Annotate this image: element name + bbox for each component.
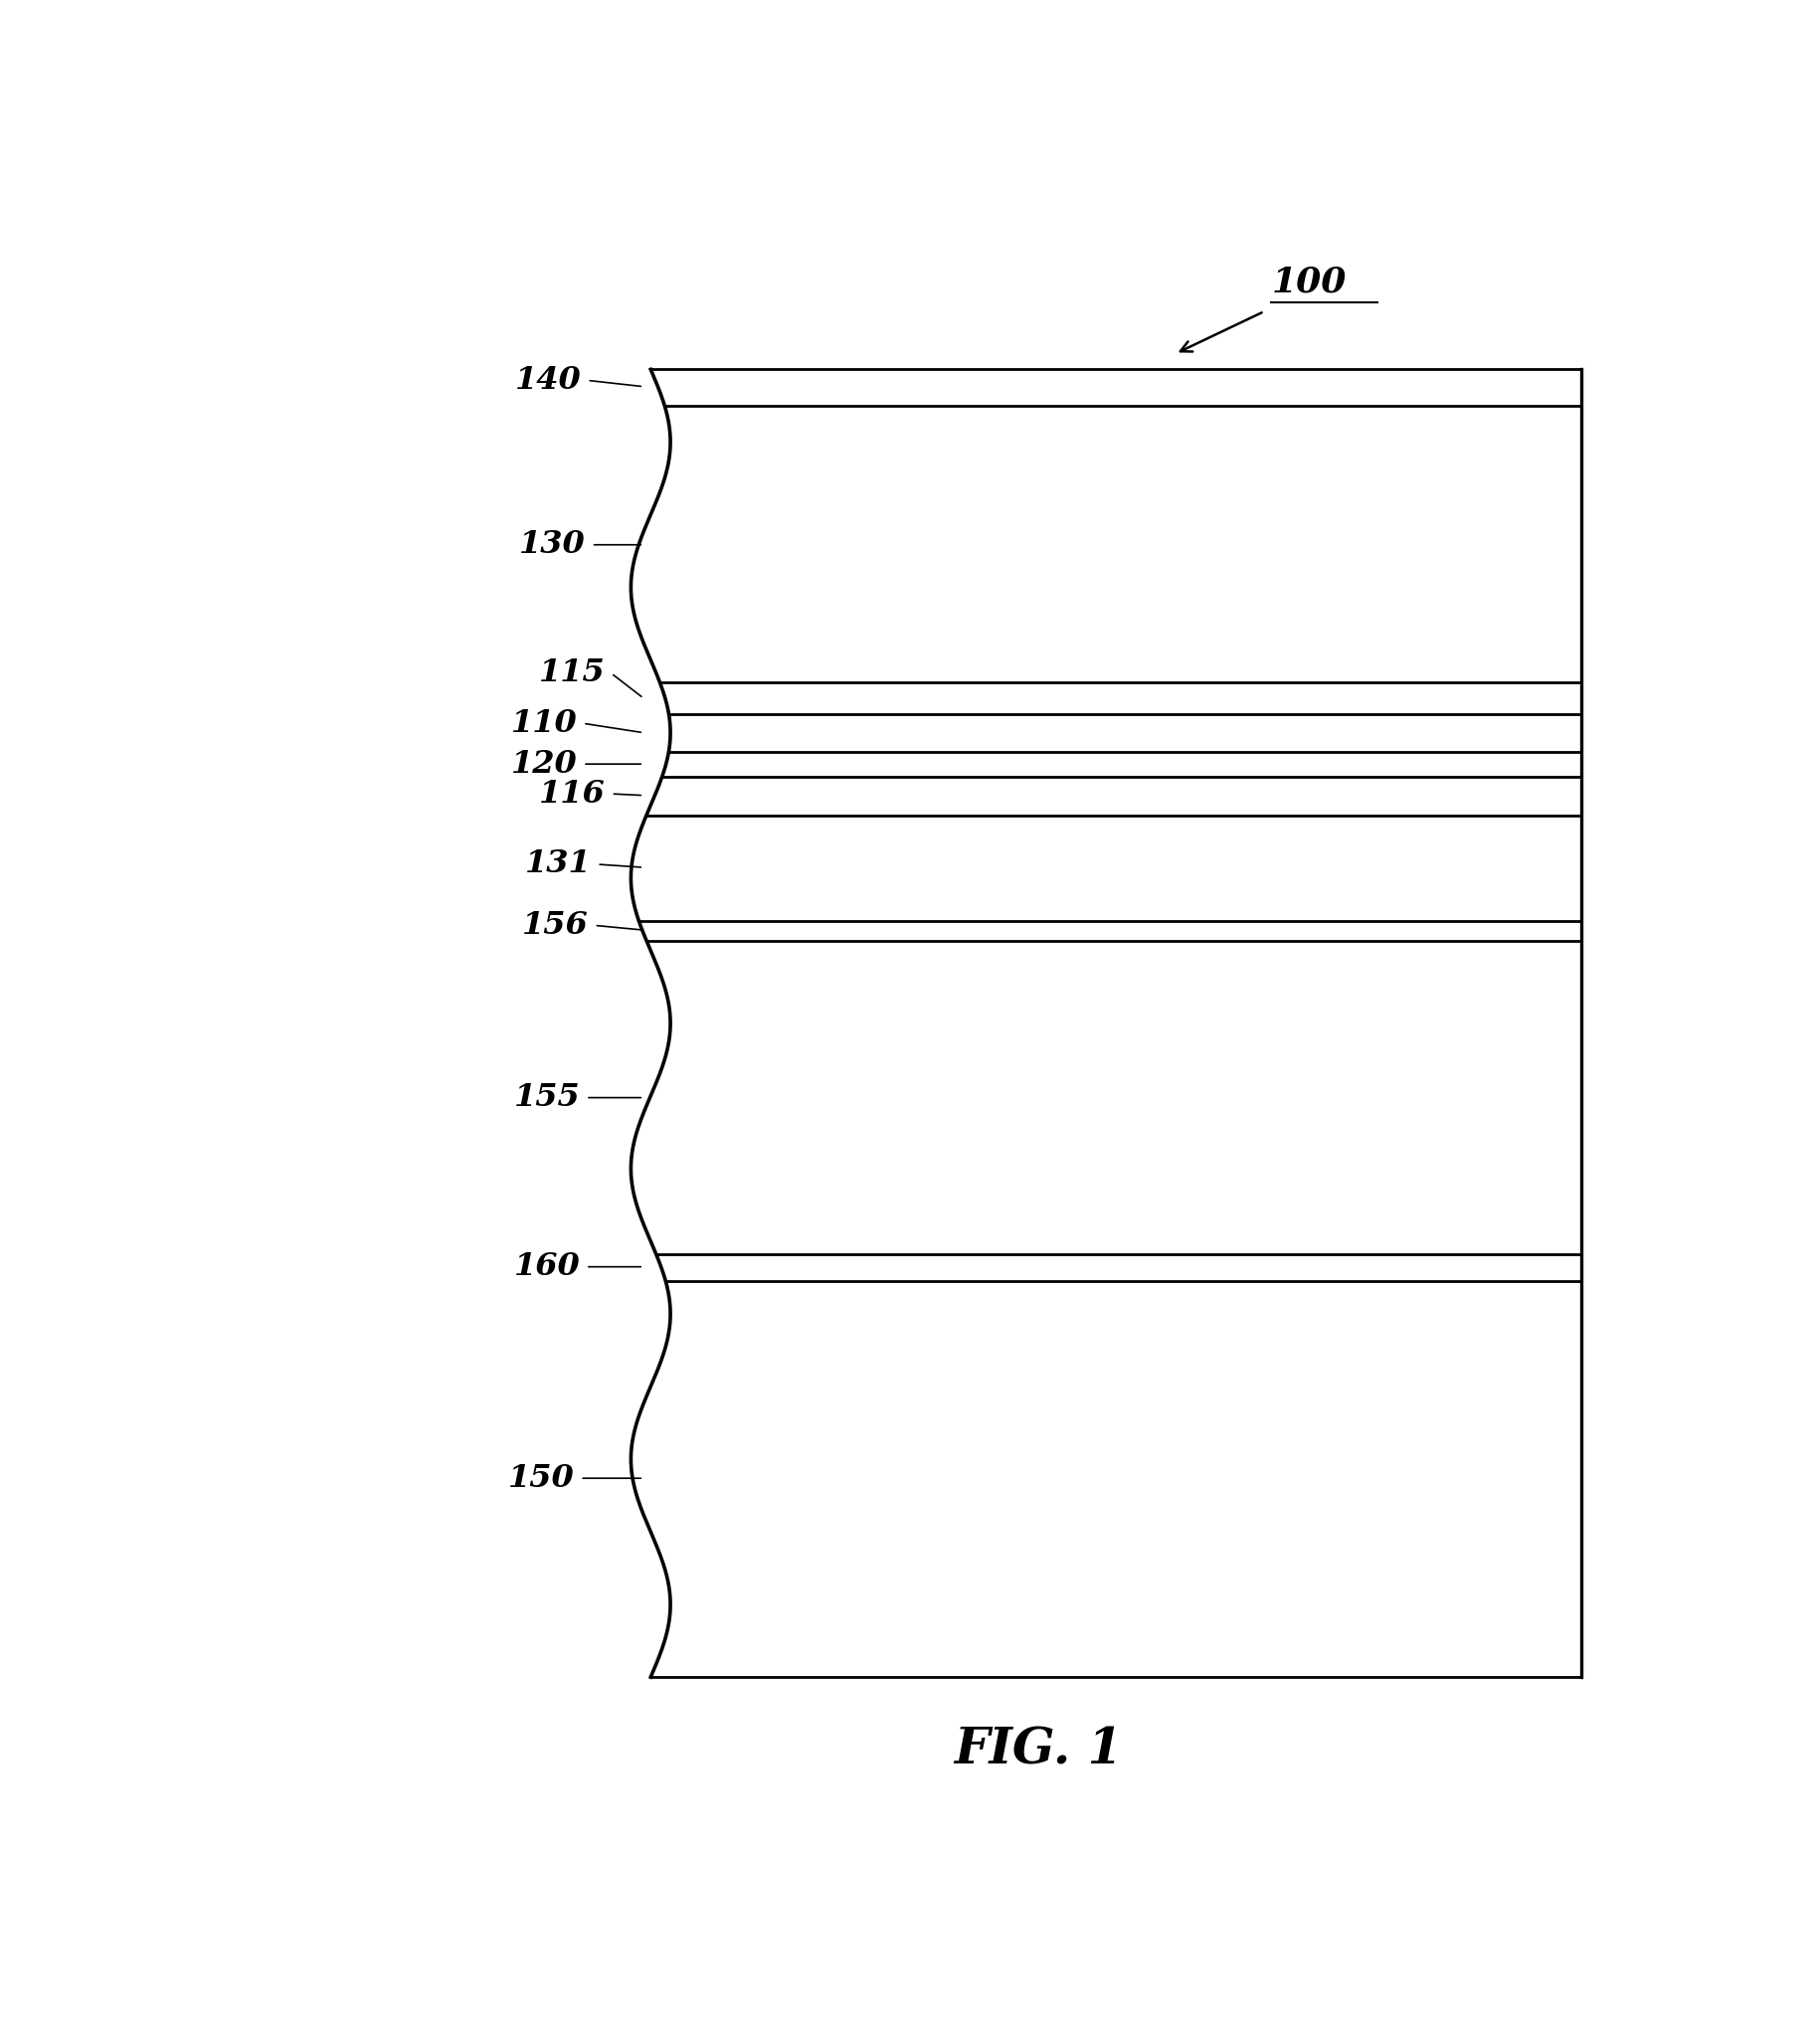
Polygon shape: [662, 751, 1582, 777]
Polygon shape: [657, 1255, 1582, 1281]
Text: 100: 100: [1270, 264, 1347, 299]
Text: 110: 110: [511, 708, 577, 738]
Text: FIG. 1: FIG. 1: [954, 1727, 1123, 1776]
Text: 131: 131: [524, 848, 592, 879]
Polygon shape: [632, 405, 1582, 683]
Polygon shape: [639, 921, 1582, 942]
Polygon shape: [661, 683, 1582, 714]
Polygon shape: [668, 714, 1582, 751]
Text: 130: 130: [519, 529, 586, 559]
Text: 115: 115: [539, 657, 606, 690]
Text: 120: 120: [511, 749, 577, 779]
Text: 160: 160: [513, 1251, 581, 1281]
Text: 116: 116: [539, 779, 606, 810]
Polygon shape: [650, 370, 1582, 405]
Polygon shape: [646, 777, 1582, 816]
Text: 156: 156: [522, 909, 588, 942]
Polygon shape: [632, 1281, 1582, 1678]
Polygon shape: [632, 816, 1582, 921]
Text: 155: 155: [513, 1082, 581, 1113]
Polygon shape: [632, 942, 1582, 1255]
Text: 150: 150: [508, 1462, 575, 1493]
Text: 140: 140: [515, 364, 582, 397]
